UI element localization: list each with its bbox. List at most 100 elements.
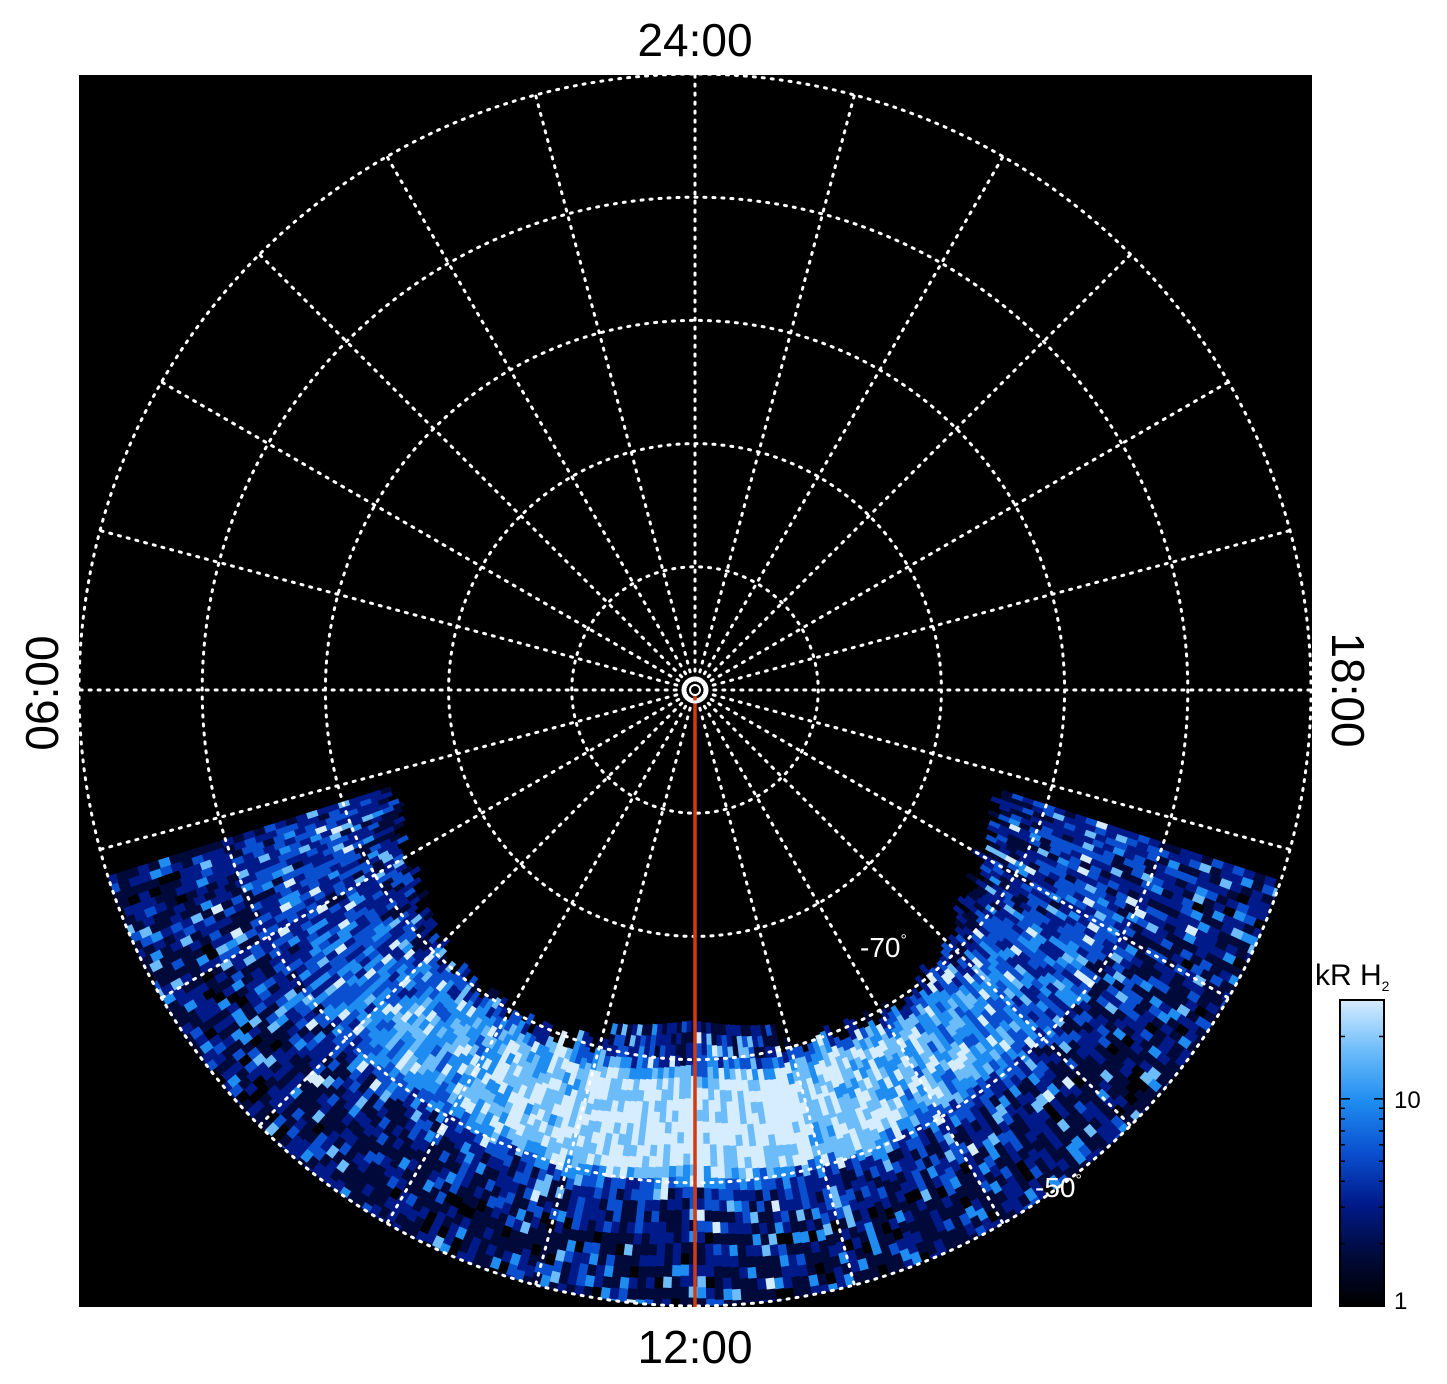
emission-cell xyxy=(384,1133,398,1148)
emission-cell xyxy=(433,1050,446,1064)
emission-cell xyxy=(879,1055,890,1069)
emission-cell xyxy=(420,970,433,984)
emission-cell xyxy=(446,1091,459,1106)
emission-cell xyxy=(1071,837,1085,848)
emission-cell xyxy=(288,881,303,893)
meridian-line xyxy=(703,529,1292,689)
emission-cell xyxy=(902,1115,914,1130)
emission-cell xyxy=(923,1143,936,1158)
emission-cell xyxy=(789,1220,800,1234)
emission-cell xyxy=(557,1271,570,1286)
emission-cell xyxy=(611,1265,623,1279)
emission-cell xyxy=(212,1041,227,1056)
emission-cell xyxy=(926,1103,939,1117)
emission-cell xyxy=(778,1122,788,1136)
emission-cell xyxy=(964,895,977,907)
emission-cell xyxy=(671,1110,679,1123)
emission-cell xyxy=(396,987,410,1000)
emission-cell xyxy=(877,1066,889,1080)
emission-cell xyxy=(1055,1157,1071,1173)
emission-cell xyxy=(312,1010,327,1025)
emission-cell xyxy=(492,1121,505,1135)
emission-cell xyxy=(732,1046,740,1059)
emission-cell xyxy=(1008,851,1022,862)
emission-cell xyxy=(783,1188,794,1201)
emission-cell xyxy=(990,1198,1004,1214)
emission-cell xyxy=(489,1256,502,1271)
emission-cell xyxy=(809,1169,820,1183)
emission-cell xyxy=(980,935,994,948)
emission-cell xyxy=(1073,969,1087,983)
emission-cell xyxy=(967,1023,981,1037)
emission-cell xyxy=(552,1078,563,1092)
emission-cell xyxy=(981,1085,995,1100)
emission-cell xyxy=(788,1110,799,1124)
emission-cell xyxy=(938,1173,952,1188)
emission-cell xyxy=(931,1006,944,1020)
emission-cell xyxy=(358,955,372,969)
emission-cell xyxy=(630,1254,641,1268)
emission-cell xyxy=(1095,1004,1110,1018)
emission-cell xyxy=(1072,1150,1087,1166)
emission-cell xyxy=(862,1076,874,1091)
emission-cell xyxy=(1023,1187,1038,1203)
emission-cell xyxy=(1102,1050,1117,1065)
emission-cell xyxy=(1194,1015,1210,1030)
meridian-line xyxy=(257,695,690,1128)
emission-cell xyxy=(1038,1052,1053,1066)
emission-cell xyxy=(1068,1029,1082,1044)
emission-cell xyxy=(933,964,946,978)
emission-cell xyxy=(1051,829,1065,840)
emission-cell xyxy=(622,1067,631,1081)
emission-cell xyxy=(991,1011,1005,1025)
emission-cell xyxy=(647,1243,658,1257)
emission-cell xyxy=(541,1263,554,1278)
emission-cell xyxy=(387,978,401,992)
emission-cell xyxy=(309,833,323,844)
emission-cell xyxy=(571,1251,583,1265)
emission-cell xyxy=(150,967,166,982)
emission-cell xyxy=(656,1232,666,1245)
emission-cell xyxy=(999,1051,1013,1065)
emission-cell xyxy=(642,1144,651,1158)
emission-cell xyxy=(338,1067,352,1082)
emission-cell xyxy=(361,864,375,875)
emission-cell xyxy=(451,1081,464,1096)
emission-cell xyxy=(1093,910,1108,923)
emission-cell xyxy=(995,955,1008,968)
emission-cell xyxy=(856,1079,868,1093)
emission-cell xyxy=(764,1156,774,1169)
emission-cell xyxy=(654,1089,662,1102)
emission-cell xyxy=(618,1122,628,1135)
emission-cell xyxy=(1159,896,1174,909)
emission-cell xyxy=(1218,969,1233,983)
emission-cell xyxy=(251,847,266,859)
emission-cell xyxy=(1090,982,1105,996)
emission-cell xyxy=(1093,966,1108,980)
emission-cell xyxy=(1003,962,1017,976)
emission-cell xyxy=(760,1178,770,1191)
emission-cell xyxy=(997,856,1010,868)
emission-cell xyxy=(518,1096,530,1111)
emission-cell xyxy=(1048,927,1062,940)
emission-cell xyxy=(614,1078,623,1091)
emission-cell xyxy=(696,1032,702,1044)
emission-cell xyxy=(358,847,372,858)
emission-cell xyxy=(1059,845,1073,856)
emission-cell xyxy=(670,1287,681,1300)
emission-cell xyxy=(432,1176,446,1191)
emission-cell xyxy=(1058,1040,1073,1055)
emission-cell xyxy=(456,1201,469,1217)
emission-cell xyxy=(638,1078,646,1092)
emission-cell xyxy=(829,1162,841,1176)
emission-cell xyxy=(1121,1024,1136,1039)
emission-cell xyxy=(652,1188,661,1201)
emission-cell xyxy=(953,1068,966,1083)
emission-cell xyxy=(986,948,1000,961)
emission-cell xyxy=(1025,1028,1039,1042)
emission-cell xyxy=(997,1120,1011,1135)
emission-cell xyxy=(296,929,310,942)
emission-cell xyxy=(268,955,282,968)
emission-cell xyxy=(1032,800,1046,810)
emission-cell xyxy=(547,1242,559,1256)
